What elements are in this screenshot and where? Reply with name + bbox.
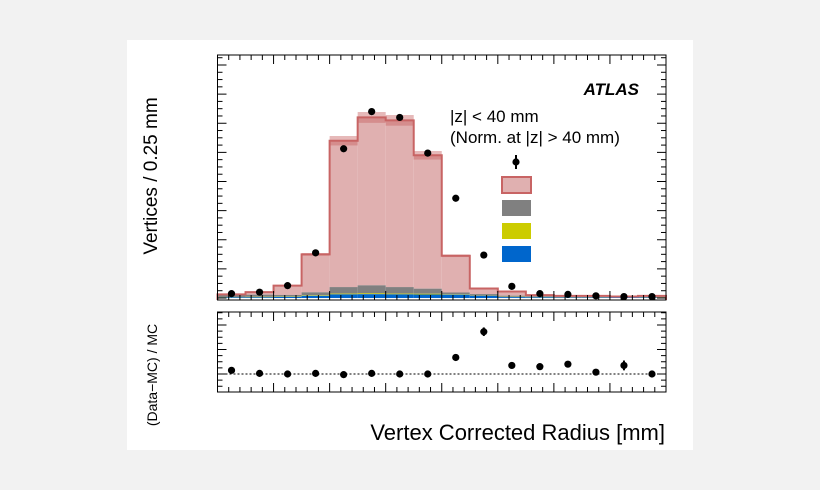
bar-in-flight-decays-7 [413, 293, 442, 295]
bar-had-int--6 [385, 120, 414, 288]
ratio-frame [217, 311, 667, 393]
x-axis-label: Vertex Corrected Radius [mm] [370, 420, 665, 445]
data-point-3 [312, 249, 320, 257]
legend-swatch-fakes [502, 200, 531, 216]
ratio-point-0 [227, 366, 236, 374]
bar--convs--10 [497, 297, 526, 298]
legend-swatch-in-flight-decays [502, 223, 531, 239]
legend-data-marker-dot [512, 158, 520, 166]
atlas-label: ATLAS [583, 80, 640, 99]
data-point-10 [508, 282, 516, 290]
bar-fakes-6 [385, 287, 414, 294]
bar-had-int--10 [497, 291, 526, 296]
bar-in-flight-decays-5 [357, 293, 386, 295]
ratio-point-10 [508, 361, 516, 370]
data-point-2 [283, 282, 292, 290]
data-point-12 [564, 290, 572, 298]
ratio-point-13 [592, 368, 600, 376]
bar-fakes-5 [357, 285, 386, 294]
bar-had-int--2 [273, 285, 302, 295]
main-panel [216, 54, 667, 301]
mc-total-outline [216, 116, 667, 300]
data-point-0 [227, 290, 236, 298]
ratio-point-5 [368, 369, 376, 377]
bar-fakes-4 [329, 287, 358, 294]
bar-in-flight-decays-6 [385, 293, 414, 295]
bar-had-int--7 [413, 155, 442, 289]
bar-had-int--9 [469, 288, 498, 295]
ratio-point-9 [480, 328, 488, 336]
ratio-point-15 [648, 370, 656, 378]
bar--convs--5 [357, 294, 386, 298]
data-point-11 [536, 290, 544, 298]
bar--convs--8 [441, 294, 470, 298]
bar--convs--0 [217, 297, 246, 298]
ratio-point-11 [536, 363, 544, 371]
ratio-point-1 [255, 369, 264, 377]
legend-swatch--convs- [502, 246, 531, 262]
data-point-1 [255, 288, 264, 296]
bar-had-int--5 [357, 117, 386, 286]
ratio-point-14 [620, 361, 628, 370]
bar-in-flight-decays-3 [301, 295, 330, 296]
ratio-point-12 [564, 360, 572, 368]
bar--convs--9 [469, 295, 498, 298]
legend-swatch-had-int- [501, 176, 532, 194]
bar--convs--2 [273, 296, 302, 298]
bar-in-flight-decays-4 [329, 293, 358, 295]
bar--convs--3 [301, 295, 330, 298]
bar-had-int--8 [441, 255, 470, 293]
bar--convs--1 [245, 297, 274, 298]
ratio-panel [217, 311, 667, 393]
bar-fakes-9 [469, 294, 498, 296]
ratio-point-3 [312, 369, 320, 377]
main-y-axis-label: Vertices / 0.25 mm [141, 97, 162, 254]
data-point-6 [396, 113, 404, 122]
bar-fakes-8 [441, 292, 470, 295]
ratio-point-7 [424, 370, 432, 378]
bar-fakes-2 [273, 294, 302, 297]
ratio-point-2 [283, 370, 292, 378]
ratio-point-8 [452, 353, 460, 362]
data-point-8 [452, 194, 460, 202]
bar-fakes-10 [497, 295, 526, 297]
legend [501, 155, 532, 262]
bar--convs--11 [525, 297, 554, 298]
annotation-normalization: (Norm. at |z| > 40 mm) [450, 128, 620, 147]
bar--convs--6 [385, 294, 414, 298]
data-point-15 [648, 292, 656, 301]
bar-had-int--3 [301, 254, 330, 293]
bar--convs--4 [329, 294, 358, 298]
annotation-z-cut: |z| < 40 mm [450, 107, 539, 126]
bar--convs--7 [413, 294, 442, 298]
data-point-4 [340, 145, 348, 153]
data-point-5 [368, 108, 376, 116]
ratio-point-4 [340, 371, 348, 379]
ratio-y-axis-label: (Data−MC) / MC [144, 324, 160, 426]
data-point-9 [480, 251, 488, 259]
ratio-point-6 [396, 370, 404, 378]
bar-fakes-7 [413, 288, 442, 294]
bar-fakes-3 [301, 292, 330, 296]
bar-had-int--4 [329, 140, 358, 288]
data-point-13 [592, 292, 600, 300]
data-point-7 [424, 149, 432, 157]
data-point-14 [620, 292, 628, 301]
